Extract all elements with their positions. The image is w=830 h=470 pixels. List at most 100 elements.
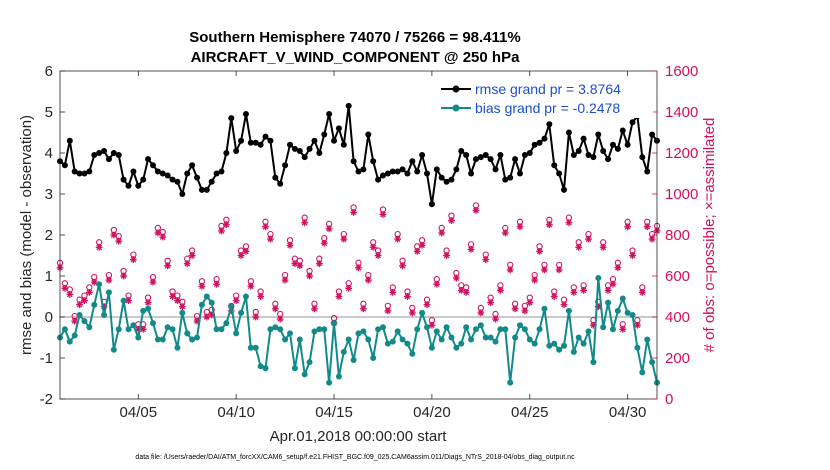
assimilated-obs-marker — [482, 256, 490, 263]
bias-point — [203, 293, 210, 300]
rmse-point — [218, 168, 225, 175]
assimilated-obs-marker — [267, 235, 274, 243]
rmse-point — [208, 178, 215, 185]
bias-point — [634, 344, 641, 351]
assimilated-obs-marker — [364, 276, 372, 284]
bias-point — [487, 334, 494, 341]
bias-point — [536, 326, 543, 333]
assimilated-obs-marker — [164, 262, 172, 270]
bias-point — [105, 289, 112, 296]
bias-point — [218, 326, 225, 333]
assimilated-obs-marker — [159, 233, 167, 241]
rmse-point — [487, 156, 494, 163]
ticks-group: 04/05 04/10 04/15 04/20 04/25 04/30 -2 -1 0 1 2 3 4 5… — [40, 63, 699, 421]
assimilated-obs-marker — [619, 325, 627, 333]
rmse-point — [433, 166, 440, 173]
assimilated-obs-marker — [638, 289, 646, 296]
bias-point — [375, 326, 382, 333]
y2-tick-label: 0 — [665, 391, 673, 408]
bias-point — [468, 336, 475, 343]
assimilated-obs-marker — [257, 293, 265, 300]
assimilated-obs-marker — [604, 286, 612, 294]
rmse-point — [110, 150, 117, 156]
y-axis-label-right: # of obs: o=possible; ×=assimilated — [701, 118, 718, 353]
bias-point — [419, 309, 426, 316]
assimilated-obs-marker — [585, 235, 592, 243]
rmse-point — [619, 127, 626, 134]
rmse-point — [242, 111, 249, 118]
assimilated-obs-marker — [389, 289, 397, 296]
bias-point — [335, 373, 342, 380]
y-axis-label: rmse and bias (model - observation) — [18, 115, 35, 355]
bias-point — [252, 344, 259, 351]
assimilated-obs-marker — [76, 301, 83, 309]
assimilated-obs-marker — [423, 301, 431, 309]
bias-point — [619, 295, 626, 302]
rmse-point — [360, 166, 367, 173]
assimilated-obs-marker — [501, 229, 509, 237]
assimilated-obs-marker — [492, 315, 499, 323]
rmse-point — [345, 102, 352, 109]
bias-point — [91, 301, 98, 308]
assimilated-obs-marker — [198, 282, 206, 290]
assimilated-obs-marker — [178, 303, 186, 311]
bias-point — [541, 305, 548, 312]
bias-point — [492, 338, 499, 345]
bias-point — [213, 326, 220, 333]
bias-point — [164, 324, 171, 331]
bias-point — [580, 340, 587, 347]
rmse-point — [502, 176, 509, 183]
rmse-point — [629, 119, 636, 126]
bias-point — [624, 309, 631, 316]
assimilated-obs-marker — [379, 211, 387, 218]
bias-point — [154, 336, 161, 343]
rmse-point — [609, 141, 616, 148]
rmse-point — [419, 152, 426, 159]
bias-point — [233, 330, 240, 337]
bias-point — [321, 326, 328, 333]
bias-point — [575, 334, 582, 341]
bias-point — [477, 322, 484, 329]
x-tick-label: 04/30 — [609, 404, 647, 421]
y-tick-label: 1 — [45, 268, 53, 285]
assimilated-obs-marker — [629, 252, 636, 259]
bias-point — [521, 326, 528, 333]
rmse-point — [492, 166, 499, 173]
assimilated-obs-marker — [359, 305, 367, 313]
rmse-point — [296, 147, 303, 154]
bias-point — [570, 348, 577, 355]
bias-point — [81, 318, 88, 325]
assimilated-obs-marker — [154, 229, 162, 237]
rmse-point — [101, 147, 108, 154]
assimilated-obs-marker — [213, 280, 220, 288]
assimilated-obs-marker — [120, 272, 128, 280]
assimilated-obs-marker — [531, 276, 539, 284]
bias-point — [174, 344, 181, 351]
bias-point — [585, 328, 592, 335]
rmse-point — [394, 168, 401, 175]
bias-point — [644, 336, 651, 343]
assimilated-obs-marker — [624, 223, 632, 231]
bias-point — [394, 328, 401, 335]
assimilated-obs-marker — [536, 248, 543, 255]
assimilated-obs-marker — [355, 264, 362, 272]
assimilated-obs-marker — [506, 266, 514, 274]
assimilated-obs-marker — [614, 264, 622, 272]
assimilated-obs-marker — [335, 293, 343, 300]
y-tick-label: -1 — [40, 350, 53, 367]
bias-point — [409, 350, 416, 357]
assimilated-obs-marker — [139, 325, 147, 333]
assimilated-obs-marker — [399, 262, 406, 270]
rmse-point — [453, 166, 460, 173]
rmse-point — [267, 137, 274, 144]
assimilated-obs-marker — [570, 289, 578, 296]
bias-point — [208, 299, 215, 306]
rmse-point — [262, 133, 269, 140]
y2-tick-label: 1600 — [665, 63, 698, 80]
assimilated-obs-marker — [222, 221, 230, 229]
bias-point — [61, 326, 68, 333]
rmse-point — [512, 156, 519, 163]
bias-point — [86, 324, 93, 331]
bias-point — [605, 299, 612, 306]
bias-point — [443, 324, 450, 331]
